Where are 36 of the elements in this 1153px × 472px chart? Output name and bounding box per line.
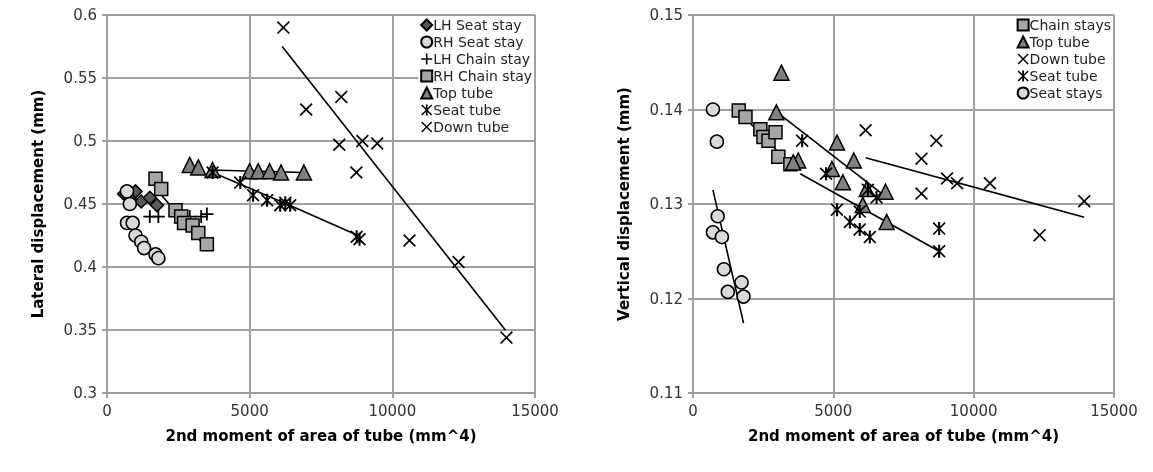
y-tick-label: 0.15 xyxy=(649,6,683,24)
legend-label: RH Chain stay xyxy=(433,68,532,84)
y-tick-label: 0.3 xyxy=(73,384,97,402)
legend-label: Down tube xyxy=(1029,51,1106,67)
x-axis-title: 2nd moment of area of tube (mm^4) xyxy=(748,426,1059,445)
x-tick-label: 5000 xyxy=(230,401,269,420)
legend-label: Top tube xyxy=(432,85,494,101)
x-axis-title: 2nd moment of area of tube (mm^4) xyxy=(165,426,477,445)
y-tick-label: 0.35 xyxy=(63,321,97,339)
y-tick-label: 0.55 xyxy=(63,69,97,87)
x-tick-label: 15000 xyxy=(1090,401,1138,420)
y-axis-title: Vertical displacement (mm) xyxy=(614,87,633,321)
legend-label: Down tube xyxy=(433,119,510,135)
y-tick-label: 0.45 xyxy=(63,195,97,213)
x-tick-label: 10000 xyxy=(368,401,417,420)
y-tick-label: 0.14 xyxy=(649,100,683,119)
x-tick-label: 0 xyxy=(688,401,698,420)
y-axis-title: Lateral displacement (mm) xyxy=(28,89,47,319)
legend-label: LH Chain stay xyxy=(433,51,531,67)
x-tick-label: 5000 xyxy=(814,401,853,420)
y-tick-label: 0.5 xyxy=(73,132,97,150)
legend-label: RH Seat stay xyxy=(433,34,524,50)
legend-label: Chain stays xyxy=(1029,17,1112,33)
y-tick-label: 0.11 xyxy=(649,384,683,402)
legend-label: LH Seat stay xyxy=(433,17,522,33)
y-tick-label: 0.13 xyxy=(649,195,683,213)
legend-label: Seat tube xyxy=(1029,68,1098,84)
y-tick-label: 0.6 xyxy=(73,6,97,24)
y-tick-label: 0.12 xyxy=(649,289,683,308)
x-tick-label: 10000 xyxy=(949,401,998,420)
legend-label: Seat tube xyxy=(433,102,502,118)
x-tick-label: 0 xyxy=(102,401,112,420)
legend-label: Seat stays xyxy=(1029,85,1103,101)
x-tick-label: 15000 xyxy=(511,401,559,420)
legend-label: Top tube xyxy=(1028,34,1090,50)
y-tick-label: 0.4 xyxy=(73,258,97,276)
